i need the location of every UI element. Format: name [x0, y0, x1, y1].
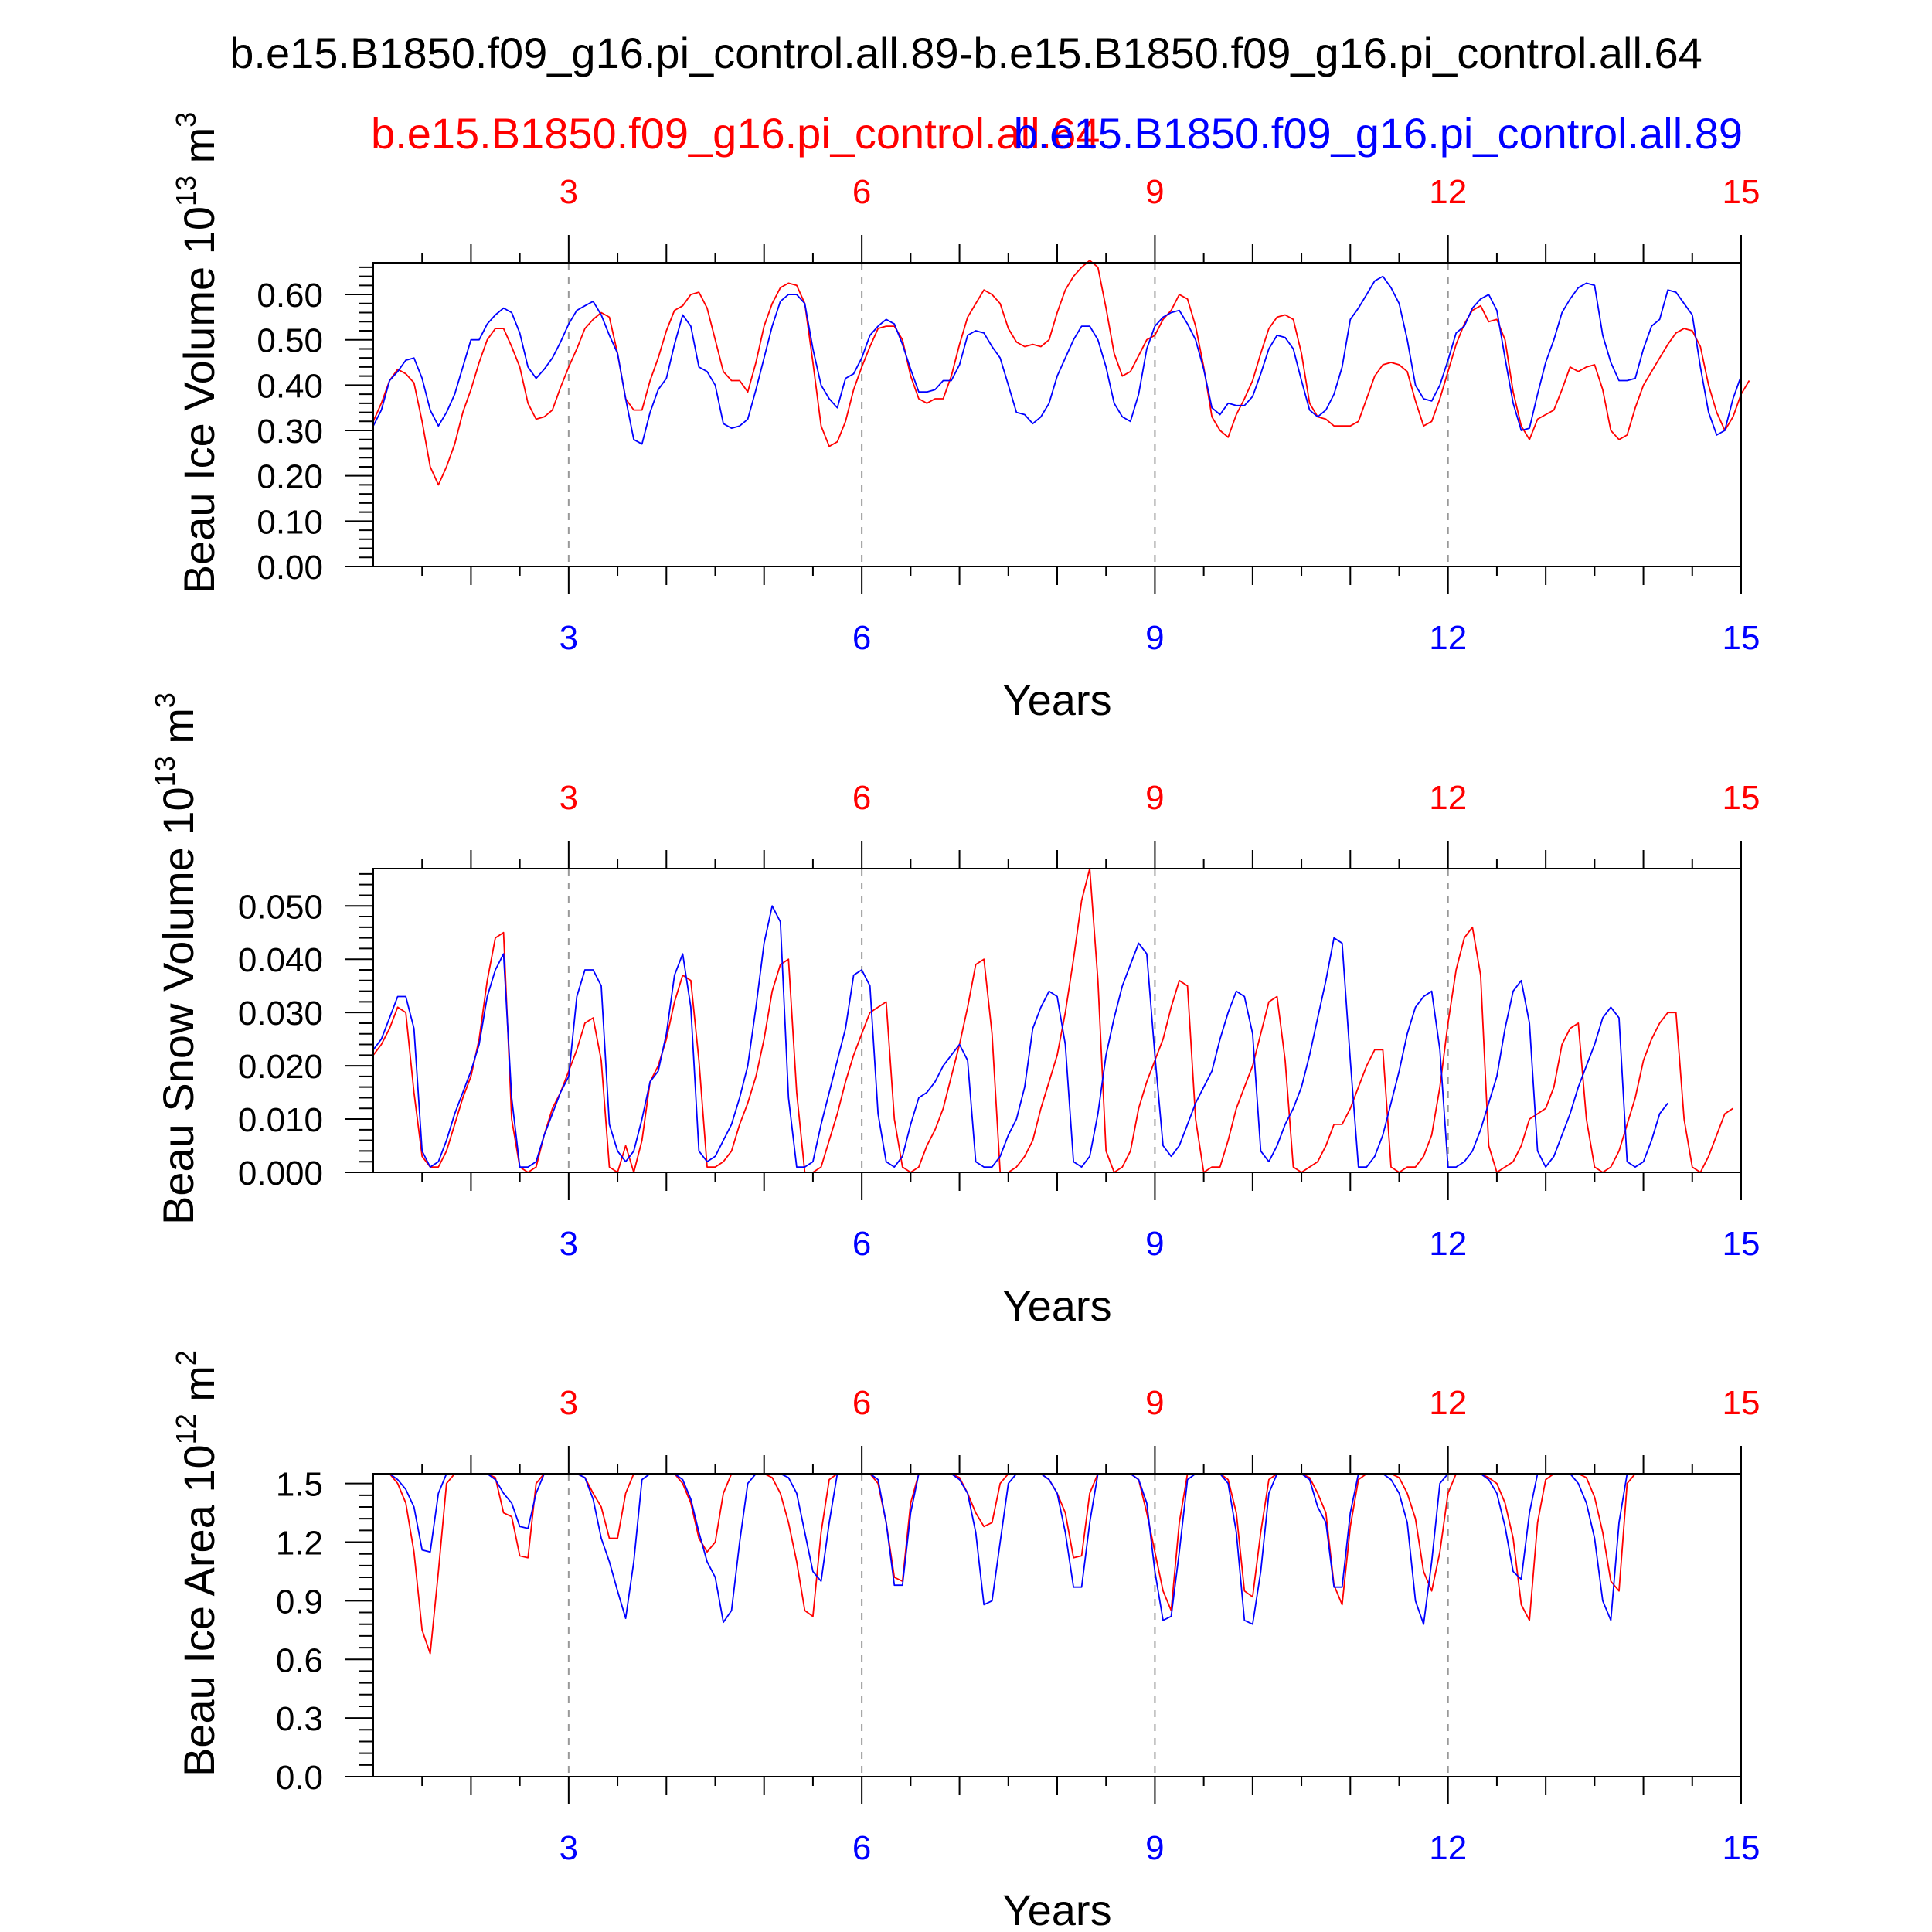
series-line-1: [372, 275, 1742, 445]
x-tick-label-top: 3: [560, 779, 578, 817]
y-tick-label: 0.00: [257, 549, 323, 587]
x-tick-label-bottom: 15: [1723, 1225, 1760, 1263]
y-tick-label: 0.10: [257, 503, 323, 541]
x-tick-label-bottom: 6: [852, 619, 871, 657]
panel-ice-area: 3 3 6 6 9 9 12 12 15 15 0.0 0.3 0.6 0.9 1.2 1.5 Years Bea…: [170, 1350, 1760, 1932]
y-tick-label: 1.2: [276, 1525, 323, 1563]
y-tick-label: 0.000: [238, 1155, 323, 1192]
y-tick-label: 0.9: [276, 1583, 323, 1621]
x-tick-label-bottom: 6: [852, 1225, 871, 1263]
y-tick-label: 0.3: [276, 1700, 323, 1738]
x-tick-label-top: 12: [1429, 1384, 1467, 1422]
legend-label-run-89: b.e15.B1850.f09_g16.pi_control.all.89: [1014, 109, 1743, 158]
x-tick-label-bottom: 3: [560, 1829, 578, 1867]
series-line-0: [372, 260, 1750, 486]
y-tick-label: 0.010: [238, 1101, 323, 1139]
series-line-1: [373, 1473, 1635, 1625]
y-tick-label: 0.6: [276, 1641, 323, 1679]
panel-snow-volume: 3 3 6 6 9 9 12 12 15 15 0.000 0.010 0.020 0.030 0.040 0…: [149, 692, 1760, 1330]
y-tick-label: 0.030: [238, 995, 323, 1032]
x-tick-label-bottom: 12: [1429, 619, 1467, 657]
x-tick-label-top: 12: [1429, 173, 1467, 211]
y-tick-label: 0.0: [276, 1759, 323, 1797]
y-tick-label: 0.020: [238, 1048, 323, 1086]
x-tick-label-top: 6: [852, 173, 871, 211]
y-tick-label: 0.30: [257, 413, 323, 451]
panel-ice-volume: 3 3 6 6 9 9 12 12 15 15 0.00 0.10 0.20 0.30 0.40 0.50 0.…: [170, 112, 1760, 724]
x-tick-label-top: 3: [560, 1384, 578, 1422]
x-tick-label-bottom: 3: [560, 1225, 578, 1263]
x-tick-label-bottom: 9: [1145, 1829, 1164, 1867]
x-tick-label-bottom: 15: [1723, 1829, 1760, 1867]
x-tick-label-top: 6: [852, 1384, 871, 1422]
x-tick-label-top: 9: [1145, 1384, 1164, 1422]
x-tick-label-top: 9: [1145, 779, 1164, 817]
x-tick-label-top: 15: [1723, 173, 1760, 211]
y-tick-label: 0.20: [257, 458, 323, 496]
x-tick-label-top: 3: [560, 173, 578, 211]
y-axis-label: Beau Ice Volume 1013 m3: [170, 112, 223, 594]
y-axis-label: Beau Ice Area 1012 m2: [170, 1350, 223, 1777]
x-tick-label-bottom: 6: [852, 1829, 871, 1867]
y-tick-label: 0.50: [257, 322, 323, 360]
y-tick-label: 0.040: [238, 941, 323, 979]
x-tick-label-top: 6: [852, 779, 871, 817]
x-tick-label-bottom: 15: [1723, 619, 1760, 657]
series-line-0: [372, 868, 1733, 1173]
y-tick-label: 0.40: [257, 367, 323, 405]
x-tick-label-bottom: 9: [1145, 619, 1164, 657]
x-tick-label-top: 9: [1145, 173, 1164, 211]
x-tick-label-top: 15: [1723, 779, 1760, 817]
y-tick-label: 0.60: [257, 277, 323, 315]
x-axis-label: Years: [1002, 675, 1111, 724]
x-tick-label-bottom: 12: [1429, 1829, 1467, 1867]
y-tick-label: 0.050: [238, 888, 323, 926]
x-axis-label: Years: [1002, 1886, 1111, 1932]
x-axis-label: Years: [1002, 1281, 1111, 1330]
legend-label-run-64: b.e15.B1850.f09_g16.pi_control.all.64: [371, 109, 1100, 158]
x-tick-label-top: 12: [1429, 779, 1467, 817]
series-line-1: [372, 905, 1668, 1168]
y-axis-label: Beau Snow Volume 1013 m3: [149, 692, 202, 1225]
y-tick-label: 1.5: [276, 1466, 323, 1504]
x-tick-label-top: 15: [1723, 1384, 1760, 1422]
x-tick-label-bottom: 9: [1145, 1225, 1164, 1263]
x-tick-label-bottom: 3: [560, 619, 578, 657]
figure-title: b.e15.B1850.f09_g16.pi_control.all.89-b.…: [230, 29, 1702, 77]
x-tick-label-bottom: 12: [1429, 1225, 1467, 1263]
